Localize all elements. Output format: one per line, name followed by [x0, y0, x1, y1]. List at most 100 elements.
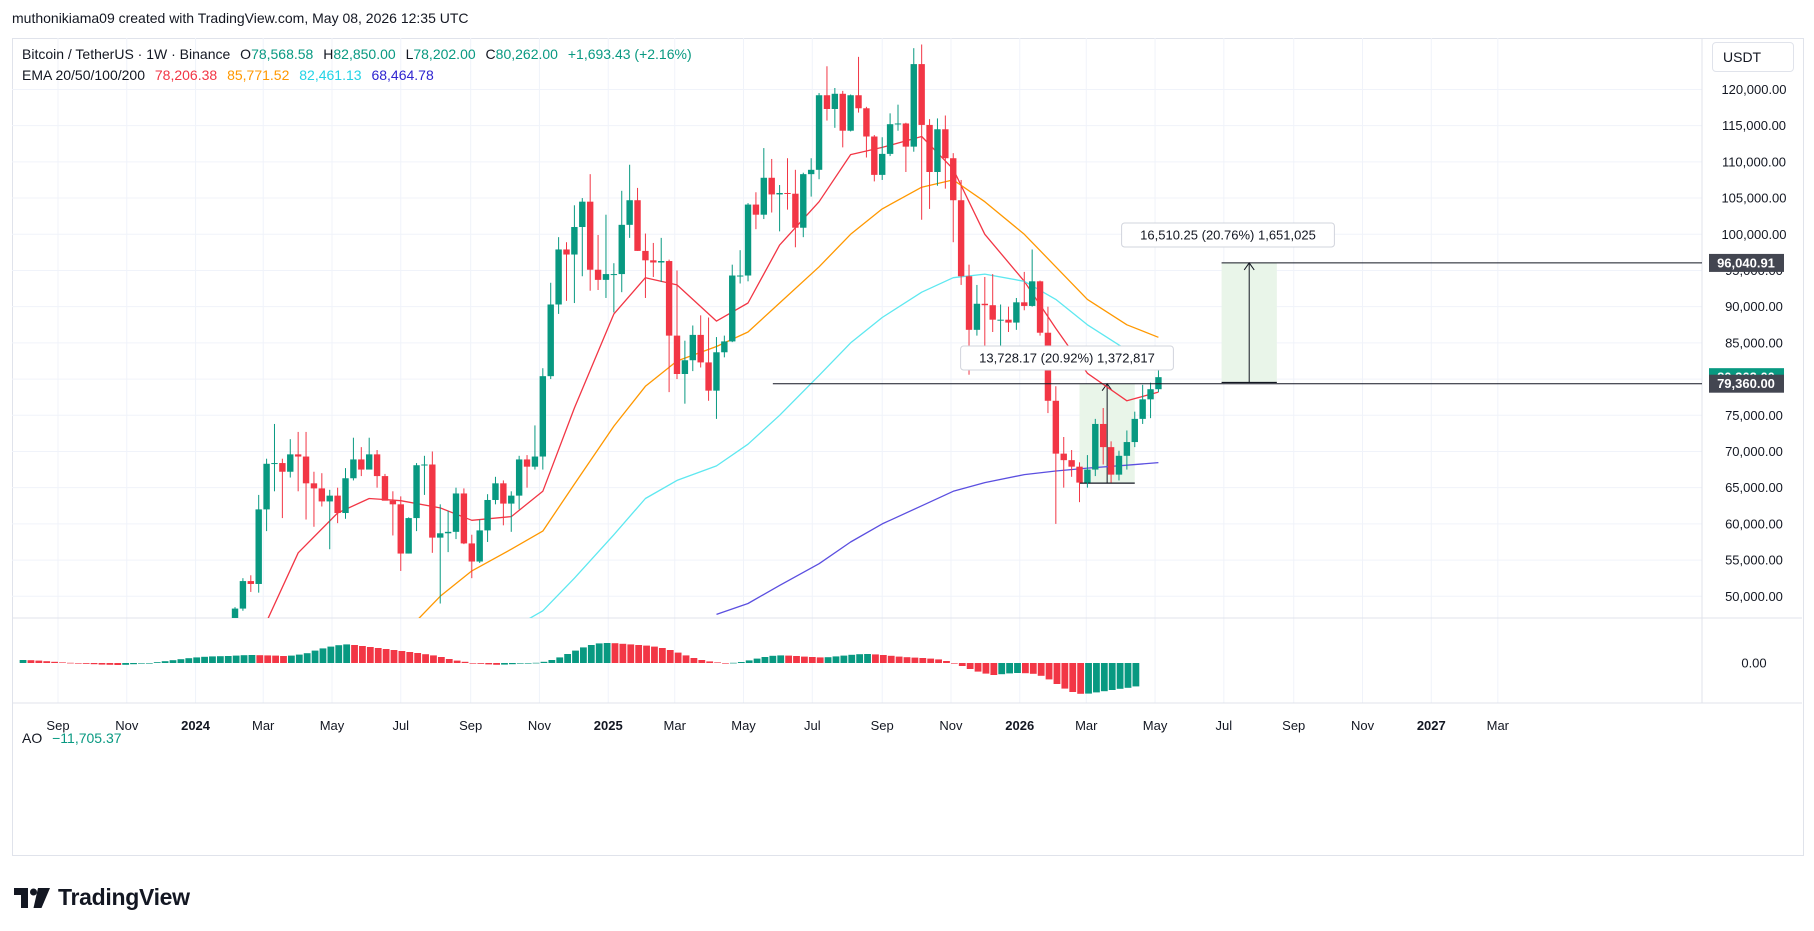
ao-bar: [801, 656, 808, 663]
ao-bar: [461, 661, 469, 663]
ao-bar: [745, 660, 753, 663]
target-price-text: 96,040.91: [1717, 255, 1775, 270]
ao-bar: [943, 661, 950, 663]
candle-body: [705, 362, 712, 391]
ao-bar: [114, 663, 122, 665]
candle-body: [934, 129, 941, 172]
candle-body: [476, 530, 483, 562]
ao-bar: [635, 645, 643, 663]
y-tick-label: 85,000.00: [1725, 335, 1783, 350]
candle-body: [586, 201, 594, 270]
ema50-line: [418, 179, 1159, 618]
candle-body: [1021, 302, 1028, 306]
candle-body: [247, 581, 255, 584]
candle-body: [744, 204, 752, 276]
ao-bar: [769, 655, 777, 663]
ema200-line: [716, 461, 1159, 616]
ao-bar: [122, 663, 130, 665]
ao-bar: [469, 663, 477, 664]
ao-bar: [714, 662, 721, 663]
ao-bar: [51, 661, 59, 663]
x-tick-label: Mar: [664, 718, 687, 733]
candle-body: [437, 533, 444, 538]
ao-bar: [1021, 663, 1029, 674]
candle-body: [334, 495, 341, 514]
x-tick-label: Nov: [1351, 718, 1375, 733]
ao-bar: [153, 662, 161, 663]
ao-bar: [524, 663, 532, 664]
candle-body: [381, 476, 389, 501]
candle-body: [452, 493, 460, 532]
candle-body: [807, 169, 815, 175]
ema-title[interactable]: EMA 20/50/100/200: [22, 67, 145, 83]
ao-bar: [1132, 663, 1140, 687]
ao-bar: [706, 661, 714, 663]
ao-bar: [343, 644, 351, 663]
ao-bar: [548, 660, 556, 663]
y-tick-label: 90,000.00: [1725, 299, 1783, 314]
ema20-value: 78,206.38: [154, 67, 218, 83]
x-tick-label: Mar: [1487, 718, 1510, 733]
candle-body: [421, 464, 428, 466]
ao-value: −11,705.37: [52, 730, 122, 746]
ao-bar: [27, 660, 35, 663]
candle-body: [1147, 389, 1154, 400]
close-value: 80,262.00: [495, 46, 558, 62]
chart-attribution: muthonikiama09 created with TradingView.…: [12, 10, 469, 26]
candle-body: [1115, 455, 1123, 475]
ao-bar: [919, 658, 927, 663]
candle-body: [594, 269, 602, 280]
ao-bar: [501, 663, 508, 665]
candle-body: [665, 261, 673, 336]
candle-body: [602, 274, 610, 280]
ao-bar: [824, 657, 832, 663]
ao-bar: [398, 651, 406, 663]
ao-bar: [319, 648, 327, 663]
candle-body: [800, 174, 807, 228]
candle-body: [886, 124, 894, 154]
axes: 50,000.00 55,000.00 60,000.00 65,000.00 70,0…: [46, 82, 1786, 733]
ao-bar: [232, 655, 240, 663]
ao-bar: [572, 650, 579, 663]
ao-bar: [1093, 663, 1100, 693]
candle-body: [784, 192, 791, 194]
ao-title[interactable]: AO: [22, 730, 43, 746]
candle-body: [729, 275, 736, 342]
candle-body: [523, 459, 531, 467]
ao-bar: [422, 654, 429, 663]
ao-bar: [185, 658, 193, 663]
candle-body: [500, 483, 507, 504]
tradingview-logo[interactable]: TradingView: [14, 884, 190, 911]
candle-body: [405, 518, 412, 554]
candle-body: [413, 465, 420, 519]
price-chart[interactable]: 13,728.17 (20.92%) 1,372,817 16,510.25 (2…: [12, 38, 1802, 854]
ao-bar: [1124, 663, 1132, 688]
grid-lines: [12, 38, 1802, 704]
ao-bar: [793, 656, 800, 663]
candle-body: [863, 108, 870, 137]
candle-body: [871, 136, 878, 175]
ao-bar: [580, 647, 587, 663]
candle-body: [792, 193, 799, 228]
ao-bar: [19, 660, 27, 663]
ao-bar: [1045, 663, 1053, 680]
ao-bar: [785, 655, 793, 663]
ao-bar: [808, 657, 816, 663]
symbol-title[interactable]: Bitcoin / TetherUS · 1W · Binance: [22, 46, 231, 62]
ao-bar: [1069, 663, 1077, 692]
ao-bar: [59, 662, 66, 663]
chart-frame: [12, 38, 1804, 856]
ao-bar: [603, 643, 611, 663]
candles: [231, 44, 1162, 618]
currency-button[interactable]: USDT: [1712, 42, 1794, 72]
candle-body: [515, 459, 523, 496]
candle-body: [776, 192, 783, 195]
ao-bar: [193, 657, 201, 663]
y-tick-label: 50,000.00: [1725, 589, 1783, 604]
ao-bar: [737, 662, 745, 663]
candle-body: [752, 204, 760, 215]
candle-body: [468, 543, 475, 562]
candle-body: [373, 454, 381, 477]
ao-bar: [958, 663, 966, 666]
candle-body: [231, 608, 239, 618]
